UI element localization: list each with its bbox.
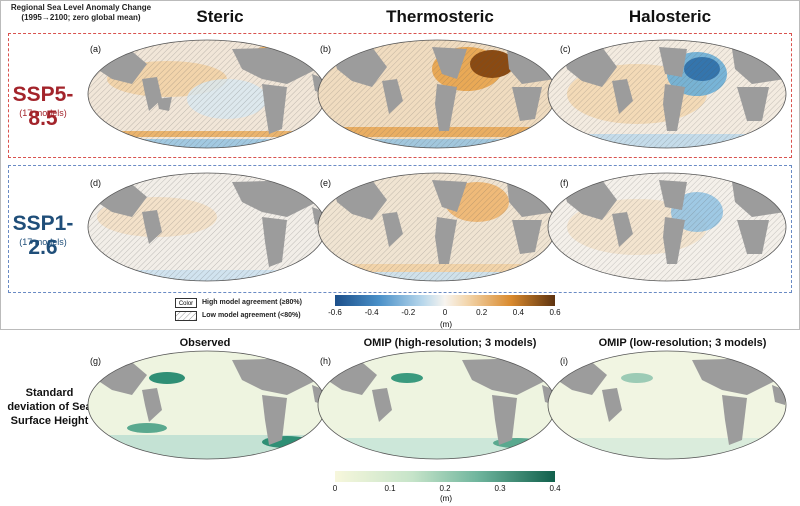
ssp585-frame	[8, 33, 792, 158]
column-title-steric: Steric	[196, 7, 244, 26]
colorbar-top-tick: 0.4	[512, 308, 524, 317]
column-title-omip-low: OMIP (low-resolution; 3 models)	[598, 337, 767, 349]
map-i-omip-low-ssh	[547, 350, 787, 460]
panel-label-e: (e)	[320, 178, 331, 188]
map-f-halosteric-ssp126	[547, 172, 787, 282]
colorbar-top-tick: 0	[442, 308, 448, 317]
colorbar-ssh-std	[335, 471, 555, 482]
map-h-omip-high-ssh	[317, 350, 557, 460]
colorbar-top-tick: -0.4	[364, 308, 379, 317]
panel-label-b: (b)	[320, 44, 331, 54]
agreement-low-label: Low model agreement (<80%)	[202, 312, 301, 319]
colorbar-top-tick: 0.6	[549, 308, 561, 317]
colorbar-top-tick: 0.2	[476, 308, 488, 317]
colorbar-bottom-tick: 0.3	[494, 484, 506, 493]
column-title-halosteric: Halosteric	[628, 7, 712, 26]
map-c-halosteric-ssp585	[547, 39, 787, 149]
scenario-label-ssp585: SSP5-8.5	[12, 83, 74, 130]
scenario-models-ssp585: (17 models)	[19, 108, 67, 118]
map-a-steric-ssp585	[87, 39, 327, 149]
panel-label-a: (a)	[90, 44, 101, 54]
colorbar-bottom-tick: 0.4	[549, 484, 561, 493]
panel-label-h: (h)	[320, 356, 331, 366]
map-g-observed-ssh	[87, 350, 327, 460]
map-d-steric-ssp126	[87, 172, 327, 282]
colorbar-top-tick: -0.2	[401, 308, 416, 317]
colorbar-top-tick: -0.6	[328, 308, 342, 317]
column-title-omip-high: OMIP (high-resolution; 3 models)	[363, 337, 537, 349]
column-title-observed: Observed	[179, 337, 231, 349]
colorbar-sea-level-change	[335, 295, 555, 306]
colorbar-bottom-tick: 0	[332, 484, 338, 493]
colorbar-bottom-tick: 0.1	[384, 484, 396, 493]
row-label-ssh-std: Standard deviation of Sea Surface Height	[7, 387, 92, 427]
panel-label-f: (f)	[560, 178, 569, 188]
map-b-thermosteric-ssp585	[317, 39, 557, 149]
ssp126-frame	[8, 165, 792, 293]
colorbar-top-unit: (m)	[440, 320, 452, 329]
panel-label-g: (g)	[90, 356, 101, 366]
scenario-models-ssp126: (17 models)	[19, 237, 67, 247]
figure-subtitle: (1995→2100; zero global mean)	[21, 13, 141, 22]
agreement-color-swatch: Color	[175, 298, 197, 308]
map-e-thermosteric-ssp126	[317, 172, 557, 282]
agreement-high-label: High model agreement (≥80%)	[202, 299, 302, 306]
figure-title: Regional Sea Level Anomaly Change	[10, 3, 152, 12]
panel-label-i: (i)	[560, 356, 568, 366]
colorbar-bottom-unit: (m)	[440, 494, 452, 503]
panel-label-d: (d)	[90, 178, 101, 188]
panel-label-c: (c)	[560, 44, 571, 54]
agreement-hatch-swatch	[175, 311, 197, 321]
colorbar-bottom-tick: 0.2	[439, 484, 451, 493]
scenario-label-ssp126: SSP1-2.6	[12, 212, 74, 259]
column-title-thermosteric: Thermosteric	[386, 7, 494, 26]
figure-header: Regional Sea Level Anomaly Change (1995→…	[6, 3, 156, 23]
